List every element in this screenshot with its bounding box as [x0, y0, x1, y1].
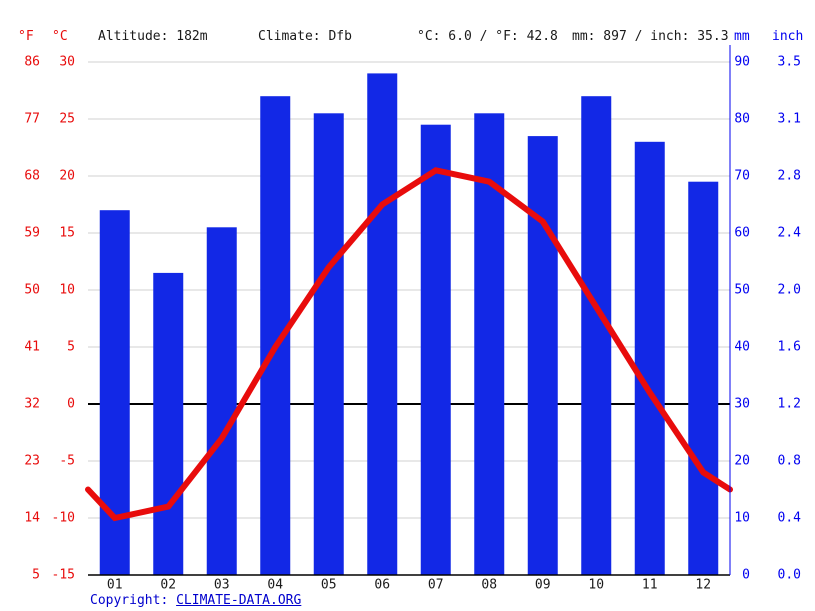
mm-tick-label: 50 [734, 283, 750, 298]
precipitation-bar [206, 227, 237, 576]
month-tick-label: 12 [695, 578, 711, 593]
celsius-tick-label: -10 [52, 511, 75, 526]
grid-lines [88, 61, 730, 576]
avg-temp-label: °C: 6.0 / °F: 42.8 [417, 29, 558, 44]
celsius-tick-label: -15 [52, 568, 75, 583]
inch-tick-label: 2.0 [778, 283, 801, 298]
inch-tick-label: 0.4 [778, 511, 802, 526]
month-tick-label: 09 [535, 578, 551, 593]
inch-tick-label: 2.8 [778, 169, 801, 184]
inch-tick-label: 2.4 [778, 226, 802, 241]
fahrenheit-tick-label: 5 [32, 568, 40, 583]
precipitation-bar [527, 136, 558, 575]
month-tick-label: 02 [160, 578, 176, 593]
inch-axis-title: inch [772, 29, 804, 44]
month-tick-label: 08 [481, 578, 497, 593]
fahrenheit-axis-title: °F [18, 29, 34, 44]
precipitation-label: mm: 897 / inch: 35.3 [572, 29, 729, 44]
precipitation-bar [581, 96, 612, 575]
climate-class-label: Climate: Dfb [258, 29, 352, 44]
month-tick-label: 11 [642, 578, 658, 593]
celsius-tick-label: 0 [67, 397, 75, 412]
mm-tick-label: 60 [734, 226, 750, 241]
celsius-tick-label: 5 [67, 340, 75, 355]
month-tick-label: 04 [267, 578, 283, 593]
fahrenheit-tick-label: 41 [24, 340, 40, 355]
fahrenheit-tick-label: 32 [24, 397, 40, 412]
month-tick-label: 07 [428, 578, 444, 593]
fahrenheit-tick-label: 23 [24, 454, 40, 469]
fahrenheit-tick-label: 50 [24, 283, 40, 298]
inch-tick-label: 3.1 [778, 112, 801, 127]
month-tick-label: 01 [107, 578, 123, 593]
precipitation-bar [153, 272, 184, 575]
precipitation-bar [634, 141, 665, 576]
inch-tick-label: 0.0 [778, 568, 801, 583]
celsius-tick-label: 10 [59, 283, 75, 298]
month-tick-label: 05 [321, 578, 337, 593]
mm-tick-label: 20 [734, 454, 750, 469]
celsius-tick-label: 25 [59, 112, 75, 127]
altitude-label: Altitude: 182m [98, 29, 208, 44]
inch-tick-label: 3.5 [778, 55, 801, 70]
celsius-tick-label: 20 [59, 169, 75, 184]
celsius-tick-label: 30 [59, 55, 75, 70]
month-tick-label: 06 [374, 578, 390, 593]
mm-tick-label: 80 [734, 112, 750, 127]
celsius-tick-label: -5 [59, 454, 75, 469]
inch-tick-label: 1.2 [778, 397, 801, 412]
celsius-axis-title: °C [52, 29, 68, 44]
fahrenheit-tick-label: 59 [24, 226, 40, 241]
mm-tick-label: 70 [734, 169, 750, 184]
fahrenheit-tick-label: 86 [24, 55, 40, 70]
precipitation-bars [99, 73, 719, 576]
inch-tick-label: 1.6 [778, 340, 801, 355]
temperature-line [85, 167, 733, 522]
month-tick-label: 10 [588, 578, 604, 593]
copyright-link[interactable]: CLIMATE-DATA.ORG [176, 593, 302, 608]
celsius-tick-label: 15 [59, 226, 75, 241]
fahrenheit-tick-label: 68 [24, 169, 40, 184]
fahrenheit-tick-label: 14 [24, 511, 40, 526]
inch-tick-label: 0.8 [778, 454, 801, 469]
precipitation-bar [688, 181, 719, 575]
copyright-label: Copyright: [90, 593, 177, 608]
month-tick-label: 03 [214, 578, 230, 593]
precipitation-bar [367, 73, 398, 576]
mm-tick-label: 30 [734, 397, 750, 412]
mm-tick-label: 0 [742, 568, 750, 583]
precipitation-bar [313, 113, 344, 576]
mm-tick-label: 90 [734, 55, 750, 70]
fahrenheit-tick-label: 77 [24, 112, 40, 127]
copyright-line: Copyright: CLIMATE-DATA.ORG [90, 593, 301, 608]
mm-axis-title: mm [734, 29, 750, 44]
precipitation-bar [420, 124, 451, 575]
mm-tick-label: 10 [734, 511, 750, 526]
mm-tick-label: 40 [734, 340, 750, 355]
